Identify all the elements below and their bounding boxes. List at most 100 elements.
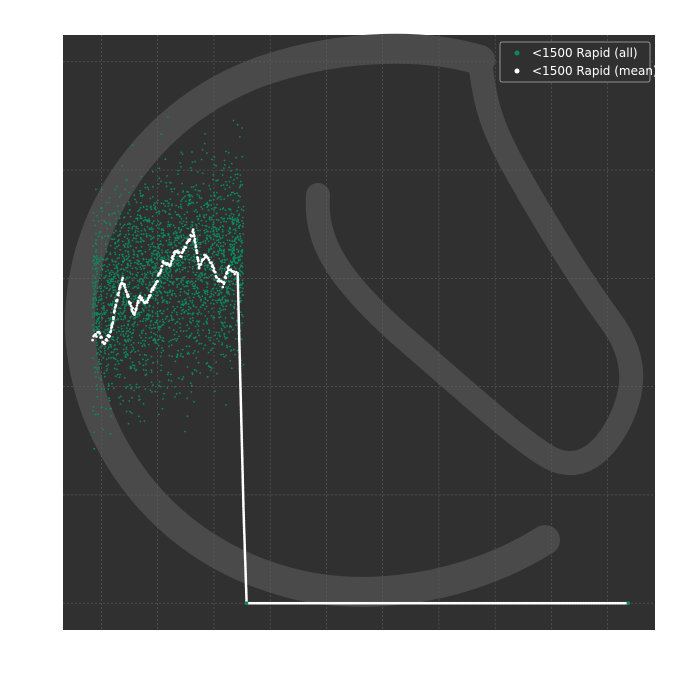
scatter-point-all [229, 260, 232, 263]
scatter-point-all [119, 373, 122, 376]
scatter-point-all [241, 313, 243, 316]
scatter-point-all [198, 214, 201, 216]
scatter-point-all [117, 241, 119, 243]
scatter-point-all [127, 223, 129, 226]
scatter-point-all [180, 236, 183, 239]
scatter-point-all [190, 256, 193, 259]
scatter-point-all [155, 319, 158, 322]
scatter-point-all [226, 299, 229, 301]
mean-point [145, 301, 149, 304]
mean-point [127, 295, 130, 298]
scatter-point-all [110, 303, 113, 305]
scatter-point-all [132, 329, 135, 331]
scatter-point-all [151, 243, 153, 246]
mean-point [232, 270, 235, 273]
scatter-point-all [175, 295, 177, 298]
scatter-point-all [126, 266, 129, 269]
mean-point [154, 282, 157, 286]
scatter-point-all [135, 297, 137, 300]
scatter-point-all [223, 332, 226, 335]
scatter-point-all [105, 296, 108, 299]
scatter-point-all [219, 208, 222, 211]
scatter-point-all [92, 405, 95, 408]
scatter-point-all [236, 192, 238, 195]
scatter-point-all [236, 261, 238, 264]
scatter-point-all [229, 217, 232, 220]
scatter-point-all [173, 232, 176, 234]
scatter-point-all [133, 364, 136, 367]
scatter-point-all [233, 348, 235, 351]
scatter-point-all [142, 329, 145, 332]
scatter-point-all [172, 283, 175, 286]
scatter-point-all [125, 410, 128, 413]
scatter-point-all [95, 270, 98, 273]
scatter-point-all [209, 219, 212, 221]
scatter-point-all [215, 244, 218, 247]
scatter-point-all [188, 195, 191, 198]
scatter-point-all [188, 353, 191, 355]
scatter-point-all [142, 358, 144, 361]
scatter-point-all [173, 261, 176, 264]
scatter-point-all [136, 267, 139, 270]
scatter-point-all [111, 308, 114, 310]
scatter-point-all [173, 333, 176, 336]
scatter-point-all [168, 326, 171, 329]
scatter-point-all [146, 263, 149, 266]
scatter-point-all [225, 286, 228, 288]
scatter-point-all [191, 201, 193, 204]
scatter-point-all [154, 202, 156, 205]
scatter-point-all [148, 284, 151, 287]
scatter-point-all [212, 302, 215, 305]
legend-marker-all [514, 50, 520, 56]
scatter-point-all [223, 220, 225, 223]
scatter-point-all [166, 200, 169, 203]
scatter-point-all [214, 226, 217, 229]
scatter-point-all [138, 361, 140, 363]
scatter-point-all [151, 315, 154, 317]
scatter-point-all [241, 155, 244, 158]
scatter-point-all [92, 328, 95, 331]
scatter-point-all [207, 209, 210, 212]
scatter-point-all [213, 233, 216, 236]
scatter-point-all [124, 332, 127, 335]
scatter-point-all [242, 209, 245, 212]
scatter-point-all [166, 175, 169, 177]
scatter-point-all [213, 191, 215, 194]
scatter-point-all [214, 292, 217, 294]
scatter-point-all [224, 209, 227, 212]
scatter-point-all [143, 272, 146, 275]
scatter-point-all [236, 168, 239, 171]
scatter-point-all [191, 151, 193, 153]
scatter-point-all [112, 285, 114, 287]
scatter-point-all [217, 241, 220, 244]
scatter-point-all [114, 267, 116, 270]
scatter-point-all [220, 272, 223, 275]
scatter-point-all [220, 353, 223, 356]
scatter-point-all [147, 358, 149, 361]
scatter-point-all [202, 323, 205, 325]
scatter-point-all [113, 357, 116, 360]
scatter-point-all [144, 319, 147, 322]
scatter-point-all [104, 243, 107, 246]
scatter-point-all [119, 307, 122, 310]
scatter-point-all [239, 233, 241, 235]
scatter-point-all [179, 231, 181, 234]
scatter-point-all [135, 217, 138, 220]
scatter-point-all [126, 262, 129, 265]
scatter-point-all [179, 162, 182, 164]
scatter-point-all [130, 386, 133, 389]
mean-point [224, 276, 228, 280]
scatter-point-all [149, 206, 152, 209]
scatter-point-all [177, 277, 179, 280]
scatter-point-all [171, 289, 174, 292]
scatter-point-all [157, 283, 159, 286]
scatter-point-all [173, 281, 175, 283]
scatter-point-all [139, 398, 141, 401]
scatter-point-all [154, 390, 157, 393]
scatter-point-all [117, 326, 120, 329]
scatter-point-all [168, 301, 171, 304]
scatter-point-all [223, 217, 226, 220]
scatter-point-all [126, 327, 128, 329]
scatter-point-all [114, 242, 116, 245]
scatter-point-all [141, 283, 144, 286]
